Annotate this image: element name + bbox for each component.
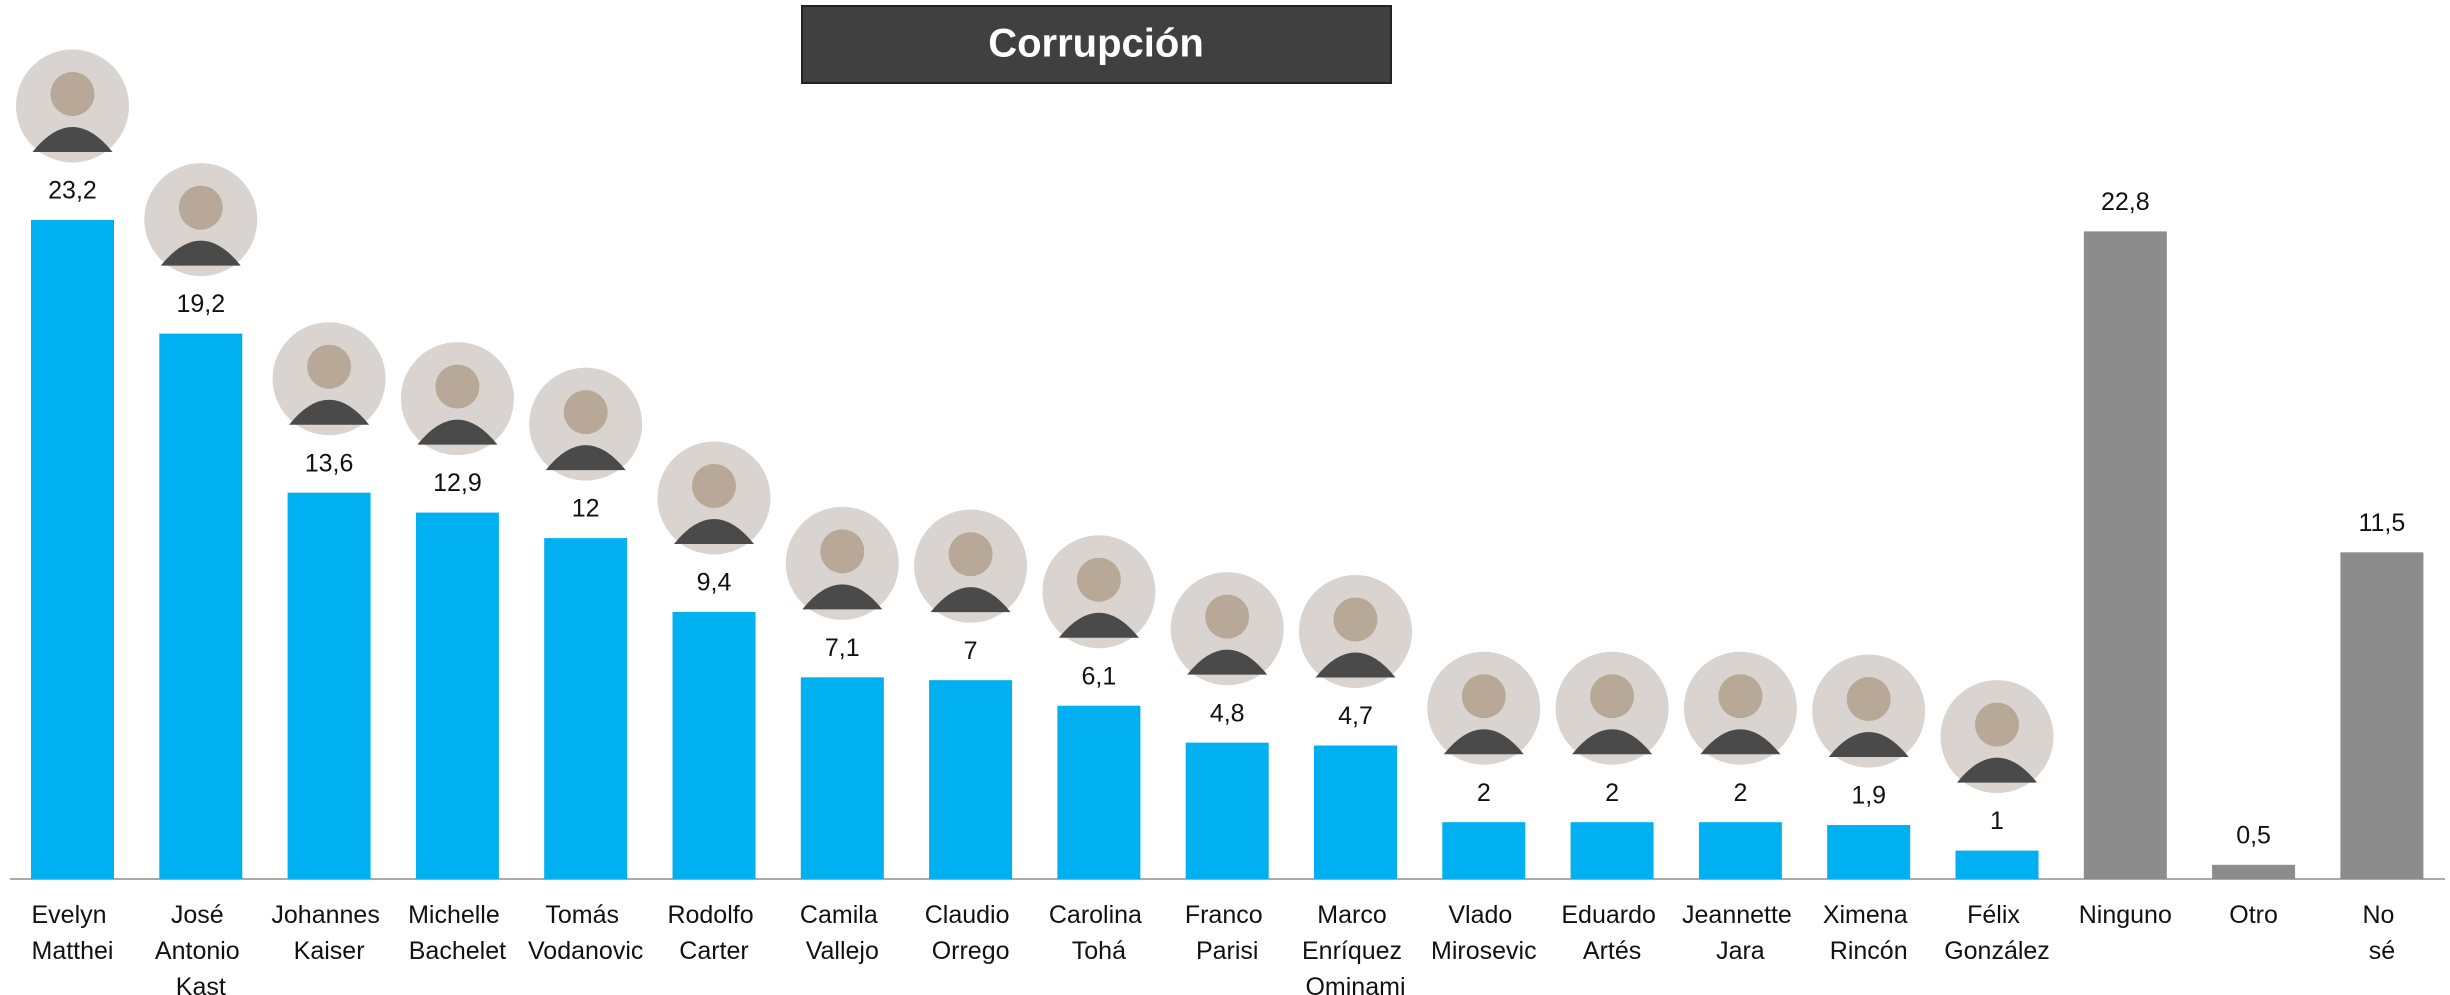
value-label: 1 [1990,807,2004,835]
bar [929,680,1013,879]
value-label: 7 [964,637,978,665]
bar [1185,742,1269,879]
value-label: 9,4 [697,569,732,597]
value-label: 2 [1733,779,1747,807]
photo-body [1957,757,2037,783]
chart-title: Corrupción [988,22,1204,66]
x-tick-label: Otro [2229,901,2278,929]
x-tick-label: Johannes Kaiser [271,901,386,965]
x-tick-label: Michelle Bachelet [408,901,507,965]
value-label: 11,5 [2358,509,2405,537]
title-box [801,5,1392,84]
value-label: 0,5 [2236,821,2271,849]
photo-head [1205,594,1250,639]
photo-body [1572,729,1653,755]
x-tick-label: Félix González [1944,901,2050,965]
photo-head [178,185,223,230]
value-label: 7,1 [825,634,860,662]
photo-head [948,532,993,577]
x-tick-label: Eduardo Artés [1561,901,1662,965]
bar [1570,822,1654,879]
value-label: 2 [1477,779,1491,807]
photo-head [1076,557,1121,602]
x-tick-label: No sé [2362,901,2401,965]
x-tick-label: Ximena Rincón [1823,901,1915,965]
bar [31,220,114,879]
photo-head [1718,674,1763,719]
photo-head [1846,677,1891,722]
x-tick-label: Jeannette Jara [1682,901,1799,965]
x-tick-label: Camila Vallejo [800,901,885,965]
x-tick-label: Claudio Orrego [925,901,1017,965]
x-tick-label: Evelyn Matthei [32,901,114,965]
bar [2340,552,2424,879]
value-label: 19,2 [176,290,225,318]
bar [1314,745,1397,879]
value-label: 4,7 [1338,702,1373,730]
value-label: 12,9 [433,469,482,497]
bar [1442,822,1526,879]
x-tick-label: Marco Enríquez Ominami [1302,901,1409,995]
photo-body [1187,649,1268,675]
photo-head [307,344,352,389]
photo-body [32,127,113,152]
photo-body [674,518,754,544]
photo-head [1975,702,2019,747]
value-label: 13,6 [305,449,354,477]
photo-body [417,419,498,445]
photo-head [692,463,736,508]
photo-body [1700,729,1781,755]
value-label: 22,8 [2101,188,2150,216]
photo-body [1058,612,1139,638]
value-label: 6,1 [1082,662,1117,690]
bar [2083,231,2167,880]
bar [159,333,243,879]
photo-head [1590,674,1635,719]
value-label: 4,8 [1210,699,1245,727]
x-tick-label: José Antonio Kast [155,901,247,995]
photo-body [802,584,883,610]
photo-body [1315,652,1396,678]
value-label: 1,9 [1851,782,1886,810]
photo-head [820,529,865,574]
photo-head [50,72,95,116]
bar [544,538,628,879]
bar [1057,705,1141,879]
x-tick-label: Vlado Mirosevic [1431,901,1537,965]
photo-body [545,445,626,471]
photo-head [435,364,480,409]
photo-body [289,399,370,425]
value-label: 23,2 [48,177,97,205]
x-tick-label: Franco Parisi [1185,901,1270,965]
photo-body [930,587,1011,613]
x-tick-label: Rodolfo Carter [667,901,760,965]
photo-head [1461,674,1506,719]
bar [1955,850,2039,879]
bar [672,611,756,879]
photo-body [1828,732,1909,758]
x-tick-label: Ninguno [2079,901,2172,929]
photo-head [563,390,608,435]
value-label: 12 [572,495,600,523]
value-label: 2 [1605,779,1619,807]
x-tick-label: Tomás Vodanovic [528,901,643,965]
photo-head [1333,597,1378,642]
bar [800,677,884,879]
photo-body [1443,729,1524,755]
bar [415,512,499,879]
bar [287,492,371,879]
photo-body [160,240,241,266]
bar [1698,822,1782,879]
bar [1827,825,1911,879]
bar [2212,864,2296,879]
x-tick-label: Carolina Tohá [1049,901,1149,965]
